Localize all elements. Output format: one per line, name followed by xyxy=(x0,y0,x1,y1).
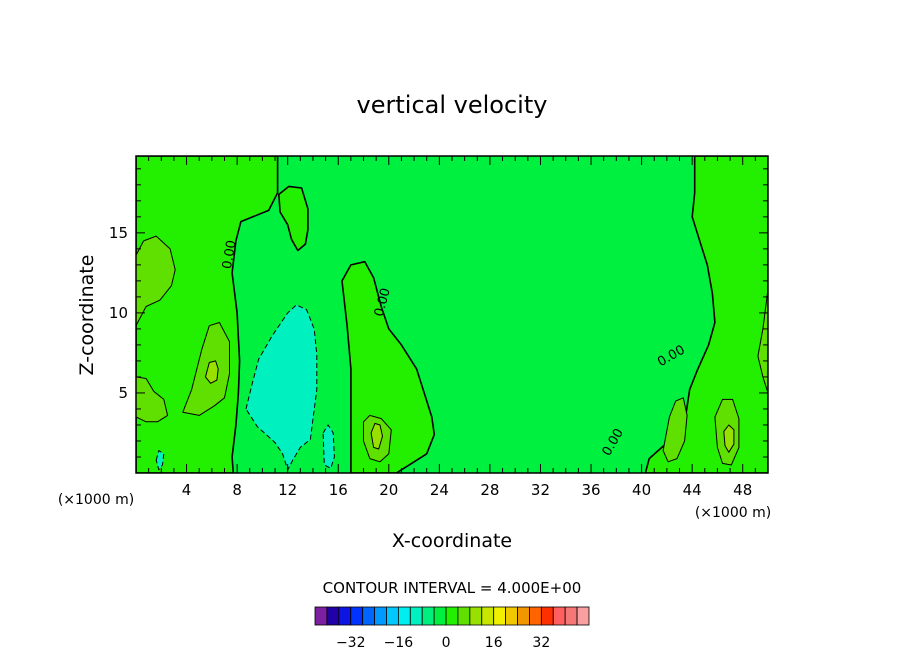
x-tick-label-44: 44 xyxy=(683,481,702,499)
x-tick-label-32: 32 xyxy=(531,481,550,499)
colorbar-swatch-4 xyxy=(362,606,375,626)
contour-region-3 xyxy=(277,185,309,252)
plot-area: 0.000.000.000.00 xyxy=(135,155,769,474)
chart-title: vertical velocity xyxy=(357,91,548,119)
x-unit-label-left: (×1000 m) xyxy=(58,492,134,508)
y-axis-label: Z-coordinate xyxy=(76,255,98,376)
colorbar-swatch-1 xyxy=(326,606,340,626)
colorbar-swatch-8 xyxy=(409,606,423,626)
colorbar-swatch-2 xyxy=(338,606,352,626)
colorbar-swatch-9 xyxy=(421,606,435,626)
colorbar-swatch-3 xyxy=(350,606,364,626)
colorbar-swatch-22 xyxy=(576,606,590,626)
contour-region-2 xyxy=(644,156,768,473)
contour-region-6 xyxy=(182,322,230,416)
colorbar-tick-2: 0 xyxy=(442,635,451,651)
colorbar-swatch-11 xyxy=(445,606,459,626)
contour-interval-text: CONTOUR INTERVAL = 4.000E+00 xyxy=(323,579,582,597)
colorbar-swatch-7 xyxy=(397,606,411,626)
x-tick-label-36: 36 xyxy=(581,481,600,499)
colorbar-swatch-16 xyxy=(505,606,518,626)
colorbar-swatch-15 xyxy=(493,606,507,626)
colorbar-swatch-10 xyxy=(433,606,447,626)
x-tick-label-20: 20 xyxy=(379,481,398,499)
colorbar-swatch-20 xyxy=(552,606,566,626)
colorbar-tick-4: 32 xyxy=(532,635,550,651)
contour-label-1: 0.00 xyxy=(372,286,394,318)
contour-region-14 xyxy=(245,304,318,471)
x-unit-label-right: (×1000 m) xyxy=(695,505,771,521)
x-tick-label-8: 8 xyxy=(232,481,242,499)
y-tick-label-5: 5 xyxy=(118,384,128,402)
x-axis-label: X-coordinate xyxy=(392,530,512,552)
colorbar-swatch-13 xyxy=(469,606,483,626)
contour-region-5 xyxy=(136,376,169,423)
contour-region-11 xyxy=(205,360,219,384)
contour-region-15 xyxy=(322,424,335,469)
colorbar-swatch-18 xyxy=(529,606,542,626)
colorbar-swatch-17 xyxy=(517,606,530,626)
x-tick-label-24: 24 xyxy=(430,481,449,499)
x-tick-label-16: 16 xyxy=(329,481,348,499)
contour-region-16 xyxy=(155,450,165,471)
colorbar-swatch-14 xyxy=(481,606,495,626)
contour-label-0: 0.00 xyxy=(220,239,240,270)
colorbar-swatch-6 xyxy=(386,606,399,626)
x-tick-label-4: 4 xyxy=(182,481,192,499)
contour-region-9 xyxy=(662,397,688,463)
colorbar-swatch-5 xyxy=(374,606,387,626)
contour-region-4 xyxy=(136,235,176,327)
y-tick-label-10: 10 xyxy=(109,304,128,322)
colorbar xyxy=(314,606,590,626)
x-tick-label-40: 40 xyxy=(632,481,651,499)
y-axis-ticks: 5 10 15 xyxy=(109,224,128,402)
contour-region-0 xyxy=(136,156,279,473)
colorbar-swatch-21 xyxy=(564,606,578,626)
colorbar-swatch-12 xyxy=(457,606,471,626)
colorbar-swatch-19 xyxy=(540,606,554,626)
colorbar-tick-1: −16 xyxy=(384,635,414,651)
contour-region-7 xyxy=(757,288,768,394)
contour-region-13 xyxy=(723,424,735,453)
y-tick-label-15: 15 xyxy=(109,224,128,242)
x-tick-label-28: 28 xyxy=(480,481,499,499)
colorbar-tick-0: −32 xyxy=(336,635,366,651)
x-tick-label-48: 48 xyxy=(733,481,752,499)
x-axis-ticks: 4 8 12 16 20 24 28 32 36 40 44 48 xyxy=(182,481,752,499)
colorbar-labels: −32 −16 0 16 32 xyxy=(336,635,550,651)
colorbar-tick-3: 16 xyxy=(485,635,503,651)
x-tick-label-12: 12 xyxy=(278,481,297,499)
colorbar-swatch-0 xyxy=(314,606,328,626)
contour-region-12 xyxy=(370,422,383,450)
